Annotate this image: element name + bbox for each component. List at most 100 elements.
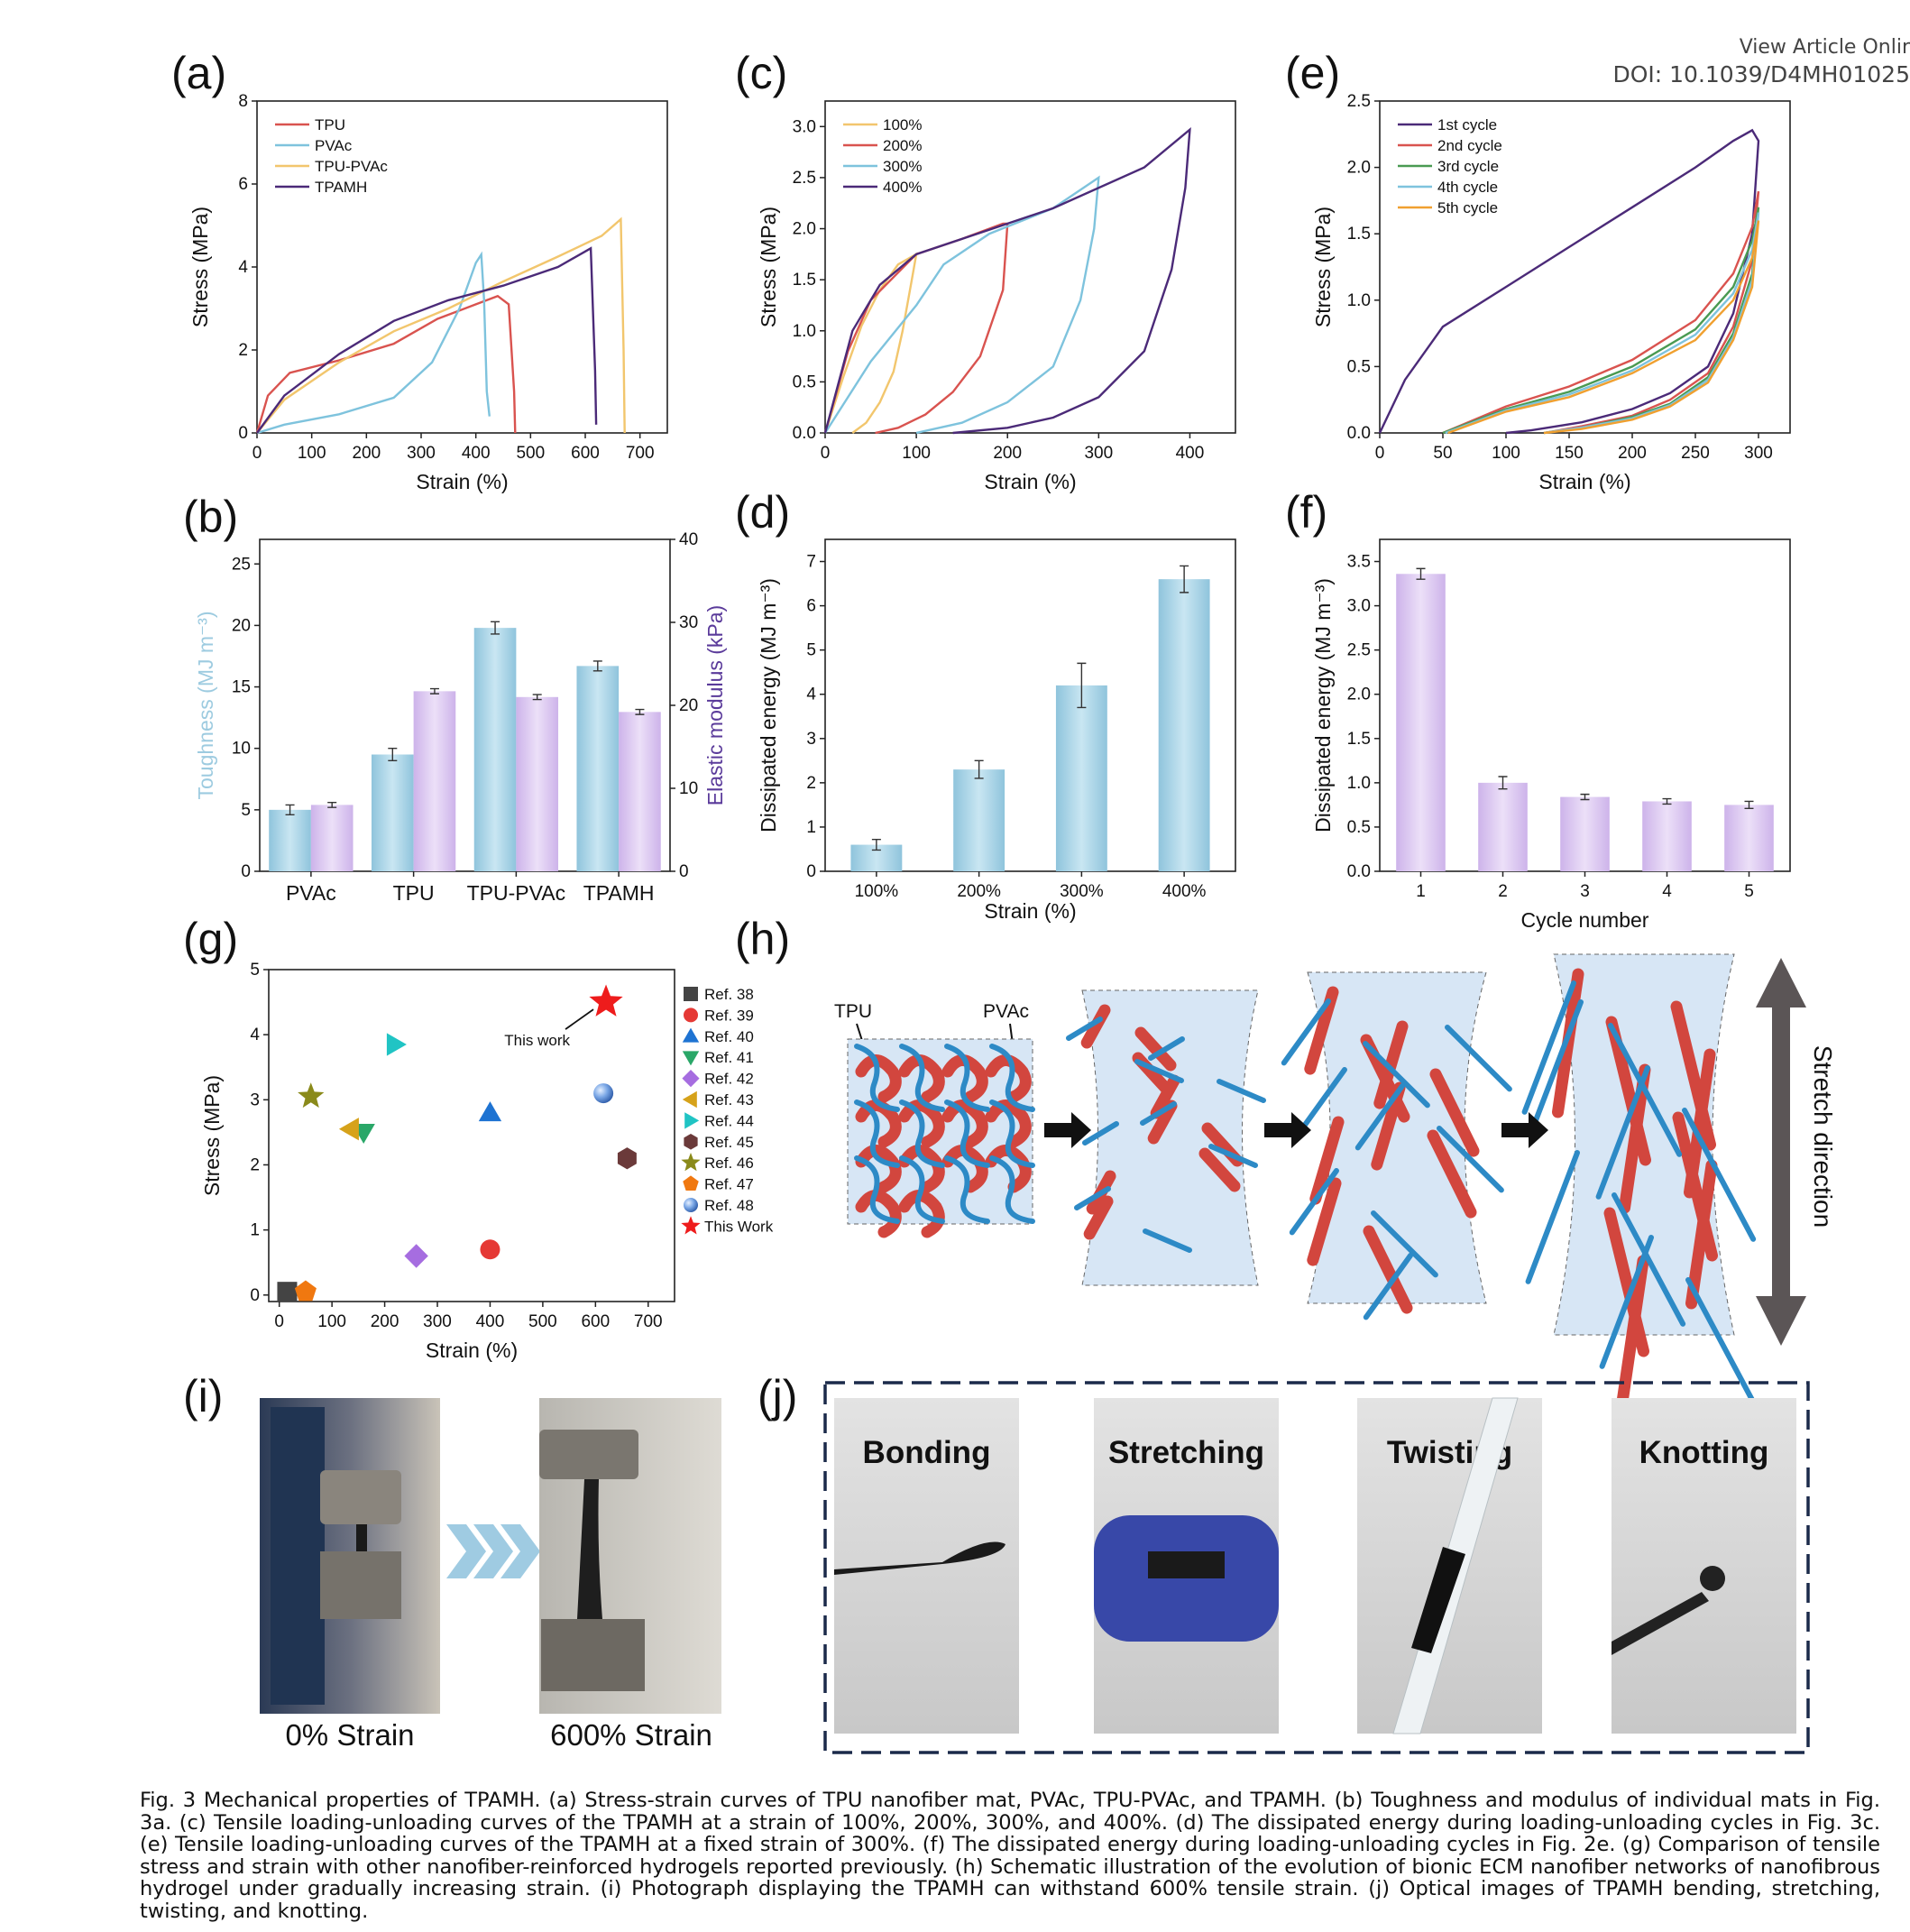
network-schematic: TPU PVAc Stretch direction	[834, 953, 1837, 1412]
fiber-shape	[1363, 1041, 1430, 1109]
y-tick-label-a: 2	[238, 341, 248, 360]
y-tick-label-b: 0	[241, 862, 251, 881]
chart-c: 0 100 200 300 400 0.0 0.5 1.0 1.5 2.0 2.5 3.0 Strain…	[757, 100, 1236, 493]
x-axis-label-c: Strain (%)	[984, 470, 1076, 493]
legend-label-g: Ref. 46	[704, 1155, 754, 1172]
legend-label-e: 3rd cycle	[1437, 158, 1499, 175]
y-tick-label-a: 6	[238, 175, 248, 194]
x-axis-label-g: Strain (%)	[426, 1339, 518, 1362]
panel-label-g: (g)	[183, 914, 238, 964]
legend-label-e: 5th cycle	[1437, 199, 1498, 216]
fiber-shape	[1521, 980, 1576, 1115]
fiber-shape	[1140, 1101, 1177, 1126]
error-bar-b	[388, 748, 398, 762]
fiber-shape	[899, 1099, 945, 1168]
fiber-shape	[1684, 1048, 1716, 1199]
panel-label-d: (d)	[735, 487, 790, 538]
legend-label-g: Ref. 38	[704, 986, 754, 1003]
y-tick-label-a: 4	[238, 258, 248, 277]
fiber-shape	[989, 1044, 1035, 1112]
y-tick-label-a: 8	[238, 92, 248, 111]
bar-f-3	[1642, 801, 1692, 871]
x-tick-label-b: PVAc	[286, 881, 336, 905]
legend-label-c: 200%	[883, 137, 922, 154]
y2-tick-label-b: 20	[679, 696, 698, 715]
chart-e: 0 50 100 150 200 250 300 0.0 0.5 1.0 1.5 2.0 2.5 Stra…	[1311, 92, 1791, 493]
x-tick-label-a: 400	[462, 444, 491, 463]
plot-frame-d	[824, 538, 1236, 872]
sample-shape	[1612, 1592, 1709, 1655]
plot-frame-c	[824, 100, 1236, 434]
legend-marker-g	[683, 1175, 699, 1191]
fiber-shape	[1363, 1225, 1413, 1314]
error-bar-d	[871, 838, 881, 851]
x-tick-label-c: 300	[1084, 444, 1113, 463]
fiber-shape	[855, 1054, 902, 1103]
error-bar-d	[1180, 565, 1189, 593]
x-tick-label-g: 200	[371, 1312, 399, 1331]
legend-marker-g	[681, 1153, 701, 1172]
series-line-a-1	[256, 251, 491, 435]
legend-label-a: TPAMH	[315, 179, 367, 196]
fiber-shape	[1208, 1144, 1258, 1168]
y-tick-label-e: 0.5	[1347, 357, 1371, 376]
y-tick-label-d: 3	[806, 730, 816, 749]
bar-f-0	[1396, 574, 1446, 871]
chart-d: 0 1 2 3 4 5 6 7 100% 200% 300% 400% Strain (%) Dissip…	[757, 538, 1236, 923]
y-tick-label-e: 2.0	[1347, 159, 1371, 178]
legend-label-a: TPU-PVAc	[315, 158, 388, 175]
bar-b-1-0	[310, 805, 354, 871]
scatter-point-10	[593, 1083, 614, 1104]
y-tick-label-c: 1.5	[793, 271, 816, 290]
panel-label-f: (f)	[1285, 487, 1327, 538]
series-line-a-3	[256, 246, 598, 434]
x-tick-label-d: 400%	[1162, 882, 1207, 901]
panel-label-h: (h)	[735, 914, 790, 964]
stretch-direction-label: Stretch direction	[1809, 1045, 1837, 1228]
sample-shape	[834, 1541, 1006, 1575]
legend-marker-g	[684, 1134, 698, 1150]
panel-label-i: (i)	[183, 1371, 223, 1421]
sample-shape	[356, 1524, 367, 1551]
fiber-shape	[1281, 998, 1331, 1066]
bar-b-0-2	[473, 628, 517, 871]
fiber-shape	[1354, 1083, 1405, 1151]
fiber-shape	[1617, 1255, 1649, 1405]
network-box-stage3	[1307, 971, 1487, 1304]
y-axis-label-c: Stress (MPa)	[757, 207, 780, 327]
x-tick-label-c: 0	[821, 444, 831, 463]
sample-shape	[1148, 1551, 1225, 1578]
error-bar-f	[1580, 793, 1590, 801]
error-bar-b	[327, 801, 337, 808]
fiber-shape	[1682, 1108, 1757, 1242]
fiber-shape	[985, 1054, 1032, 1103]
series-line-e-0	[1378, 128, 1760, 435]
y-tick-label-b: 25	[232, 555, 251, 574]
y-tick-label-b: 15	[232, 678, 251, 697]
legend-label-g: This Work	[704, 1218, 774, 1235]
scatter-point-0	[277, 1282, 298, 1302]
y-tick-label-g: 3	[250, 1090, 260, 1109]
series-line-c-0	[823, 252, 918, 434]
y-tick-label-e: 0.0	[1347, 424, 1371, 443]
y-tick-label-d: 7	[806, 553, 816, 572]
view-article-online-link[interactable]: View Article Onlir	[1739, 36, 1910, 59]
fiber-shape	[1150, 1074, 1180, 1119]
y-tick-label-f: 2.0	[1347, 685, 1371, 704]
figure-caption: Fig. 3 Mechanical properties of TPAMH. (…	[140, 1789, 1880, 1923]
y-tick-label-a: 0	[238, 424, 248, 443]
y-tick-label-c: 0.0	[793, 424, 816, 443]
scatter-point-8	[298, 1082, 325, 1109]
fiber-shape	[1427, 1129, 1477, 1219]
chart-f: 0.0 0.5 1.0 1.5 2.0 2.5 3.0 3.5 1 2 3 4 5 Cycle numbe…	[1311, 538, 1791, 932]
doi-text: DOI: 10.1039/D4MH01025	[1612, 61, 1910, 87]
legend-marker-g	[684, 1112, 700, 1129]
y-tick-label-f: 0.0	[1347, 862, 1371, 881]
legend-marker-g	[682, 1070, 700, 1088]
stretch-direction-arrow-icon	[1756, 958, 1806, 1346]
sample-shape	[577, 1479, 602, 1619]
y2-axis-label-b: Elastic modulus (kPa)	[703, 605, 727, 805]
y-tick-label-e: 1.0	[1347, 291, 1371, 310]
x-tick-label-a: 600	[571, 444, 600, 463]
scatter-point-7	[617, 1147, 637, 1170]
